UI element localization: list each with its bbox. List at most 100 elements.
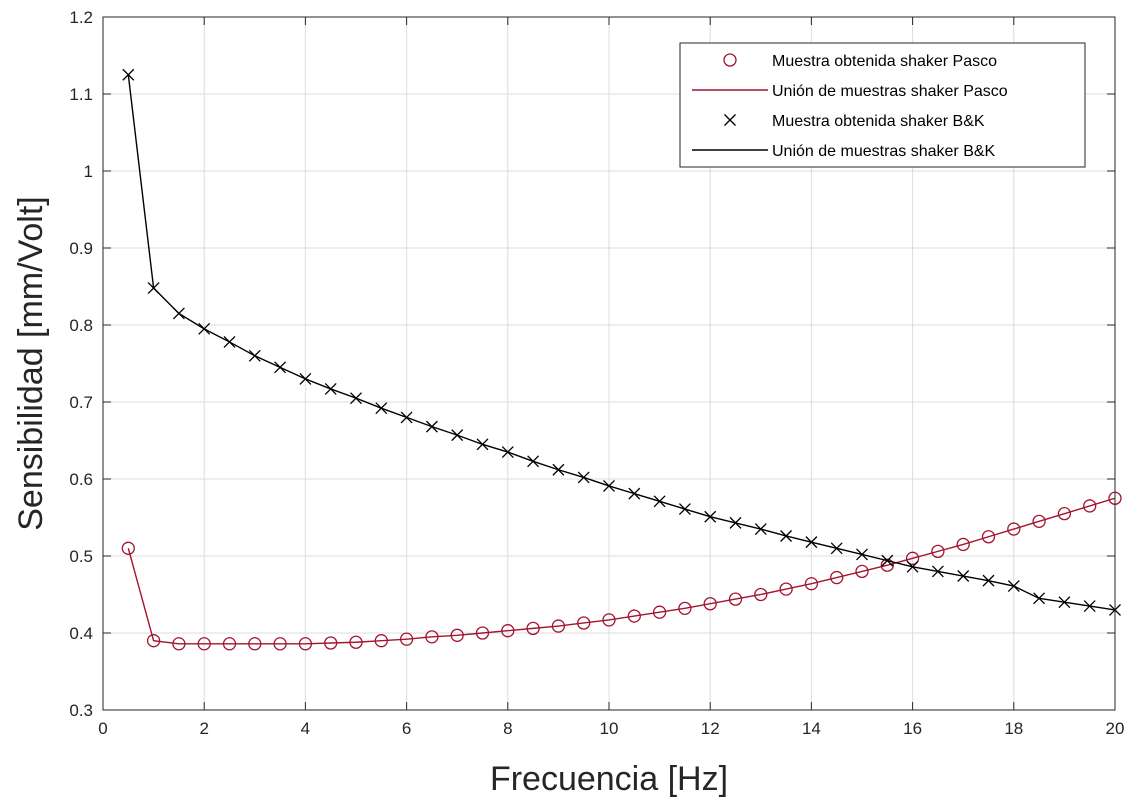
x-marker-stroke (1033, 592, 1046, 605)
data-point (172, 637, 186, 651)
series-2 (122, 68, 1121, 616)
data-point (577, 471, 590, 484)
data-point (628, 487, 641, 500)
x-marker-stroke (628, 487, 641, 500)
series-line (127, 74, 1116, 611)
series-line (127, 497, 1116, 645)
x-marker-stroke (451, 429, 464, 442)
data-point (981, 530, 996, 544)
data-point (198, 322, 211, 335)
x-marker-stroke (729, 516, 742, 529)
data-point (678, 601, 692, 616)
data-point (754, 587, 768, 602)
x-tick-label: 14 (802, 719, 821, 738)
x-marker-stroke (172, 307, 185, 320)
legend-label: Muestra obtenida shaker Pasco (772, 53, 997, 70)
x-marker-stroke (400, 411, 413, 424)
data-point (349, 635, 363, 649)
x-marker-stroke (805, 536, 818, 549)
data-point (678, 503, 691, 515)
data-point (1083, 600, 1096, 613)
y-tick-label: 0.7 (69, 393, 93, 412)
data-point (299, 372, 312, 385)
data-point (274, 361, 287, 374)
data-point (652, 605, 667, 619)
data-point (1007, 580, 1020, 592)
x-marker-stroke (982, 574, 995, 587)
y-tick-label: 0.8 (69, 316, 93, 335)
x-marker-stroke (906, 560, 919, 573)
x-marker-stroke (856, 548, 868, 561)
x-marker-stroke (957, 570, 970, 582)
data-point (1083, 499, 1097, 513)
data-point (779, 582, 793, 596)
x-marker-stroke (324, 382, 337, 395)
x-tick-label: 18 (1004, 719, 1023, 738)
data-point (197, 637, 211, 651)
x-marker-stroke (501, 446, 514, 459)
data-point (804, 577, 819, 591)
y-tick-label: 1.2 (69, 8, 93, 27)
x-marker-stroke (754, 523, 767, 536)
data-point (273, 637, 287, 651)
x-tick-label: 10 (600, 719, 619, 738)
data-point (399, 632, 414, 646)
data-point (956, 537, 970, 552)
data-point (830, 542, 843, 555)
data-point (350, 392, 362, 405)
data-point (222, 637, 237, 651)
x-tick-label: 8 (503, 719, 512, 738)
data-point (880, 558, 894, 572)
data-point (425, 420, 438, 433)
x-marker-stroke (375, 402, 388, 415)
data-point (1032, 514, 1046, 528)
legend-marker (723, 53, 737, 67)
data-point (906, 560, 919, 573)
x-marker-stroke (724, 114, 736, 126)
data-point (172, 307, 185, 320)
x-tick-label: 20 (1106, 719, 1125, 738)
data-point (551, 619, 566, 633)
legend-label: Unión de muestras shaker Pasco (772, 83, 1008, 100)
data-point (425, 630, 439, 644)
data-point (856, 548, 868, 561)
data-point (248, 637, 262, 651)
data-point (1057, 507, 1072, 521)
data-point (1033, 592, 1046, 605)
data-point (1058, 596, 1071, 609)
y-tick-label: 0.9 (69, 239, 93, 258)
data-point (627, 609, 641, 623)
series-layer (121, 68, 1122, 651)
data-point (577, 616, 591, 630)
data-point (223, 335, 236, 348)
data-point (552, 463, 565, 476)
data-point (501, 446, 514, 459)
data-point (476, 438, 489, 451)
data-point (374, 634, 388, 648)
legend: Muestra obtenida shaker Pasco Unión de mu… (679, 42, 1086, 168)
x-marker-stroke (425, 420, 438, 433)
x-marker-stroke (577, 471, 590, 484)
x-marker-stroke (198, 322, 211, 335)
x-tick-label: 4 (301, 719, 310, 738)
data-point (400, 411, 413, 424)
x-tick-label: 0 (98, 719, 107, 738)
x-marker-stroke (653, 495, 666, 508)
x-marker-stroke (274, 361, 287, 374)
x-tick-label: 6 (402, 719, 411, 738)
data-point (121, 541, 135, 555)
x-marker-stroke (1007, 580, 1020, 592)
data-point (905, 551, 920, 565)
data-point (501, 624, 515, 638)
series-1 (121, 491, 1122, 651)
data-point (603, 479, 615, 492)
x-marker-stroke (299, 372, 312, 385)
data-point (881, 554, 894, 567)
data-point (122, 68, 135, 81)
y-tick-label: 0.6 (69, 470, 93, 489)
x-tick-label: 12 (701, 719, 720, 738)
data-point (602, 613, 616, 627)
data-point (298, 637, 313, 651)
data-point (957, 570, 970, 582)
x-axis-label: Frecuencia [Hz] (490, 760, 728, 798)
